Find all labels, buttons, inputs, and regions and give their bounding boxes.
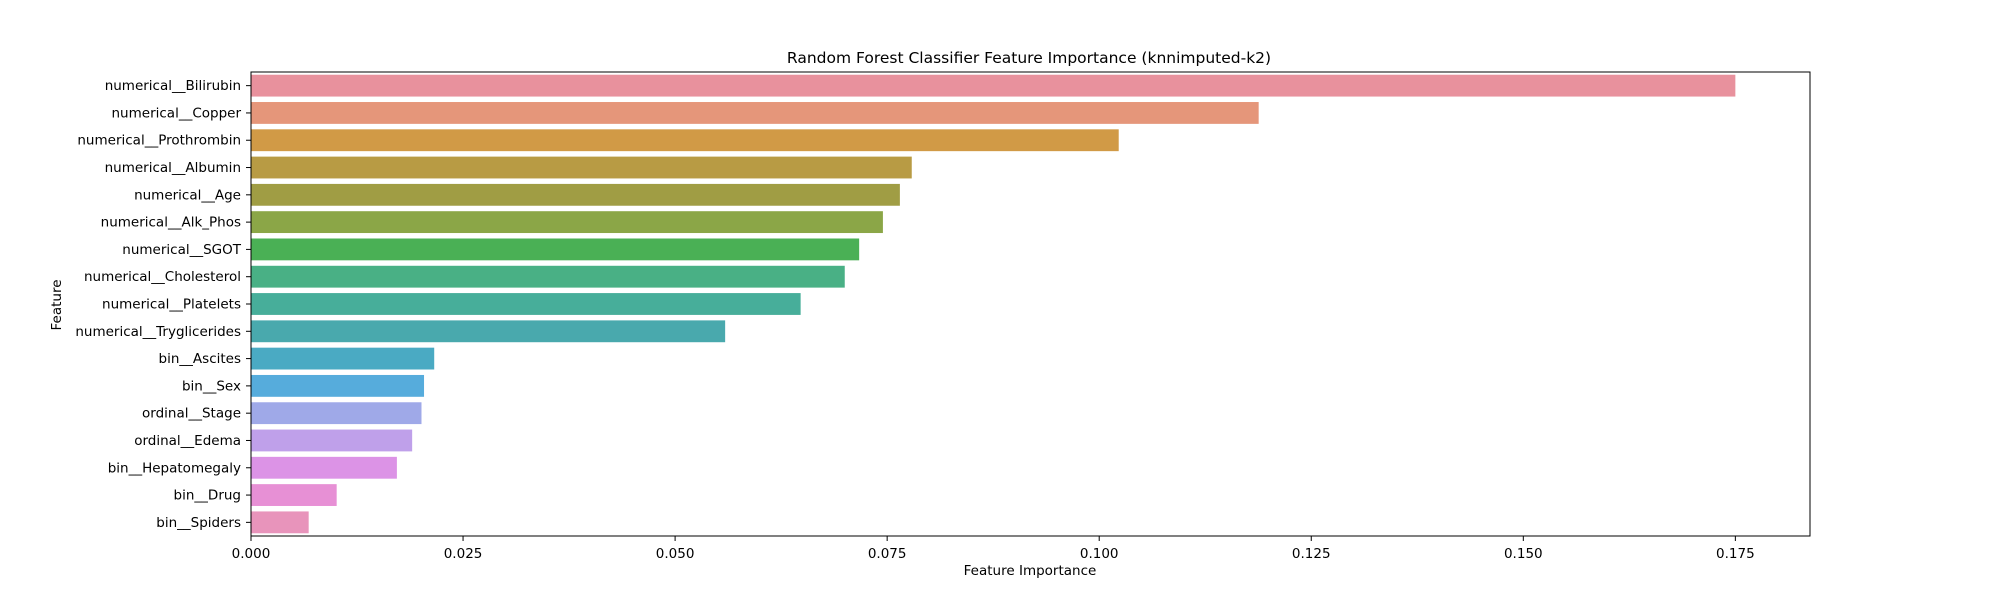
bars-layer <box>251 74 1736 534</box>
y-tick-label-6: numerical__SGOT <box>122 242 241 258</box>
bar-4 <box>251 183 900 206</box>
bar-5 <box>251 211 883 234</box>
y-tick-label-7: numerical__Cholesterol <box>84 269 241 285</box>
x-tick-label-3: 0.075 <box>868 546 907 562</box>
x-tick-label-6: 0.150 <box>1504 546 1543 562</box>
x-tick-label-1: 0.025 <box>444 546 483 562</box>
bar-8 <box>251 293 801 315</box>
y-tick-label-8: numerical__Platelets <box>102 297 241 313</box>
bar-15 <box>251 484 337 506</box>
x-tick-label-7: 0.175 <box>1716 546 1755 562</box>
bar-2 <box>251 129 1119 152</box>
bar-10 <box>251 347 435 370</box>
x-tick-label-4: 0.100 <box>1080 546 1119 562</box>
bar-7 <box>251 265 845 288</box>
bar-12 <box>251 402 422 425</box>
x-tick-label-0: 0.000 <box>232 546 271 562</box>
y-tick-label-0: numerical__Bilirubin <box>105 78 241 94</box>
bar-11 <box>251 374 425 397</box>
x-tick-label-2: 0.050 <box>656 546 695 562</box>
y-tick-label-1: numerical__Copper <box>112 105 242 121</box>
chart-title: Random Forest Classifier Feature Importa… <box>787 49 1271 67</box>
y-tick-label-5: numerical__Alk_Phos <box>101 215 241 231</box>
y-tick-layer: numerical__Bilirubin numerical__Coppernum… <box>75 78 251 531</box>
y-axis-label: Feature <box>49 279 65 330</box>
bar-14 <box>251 456 397 479</box>
y-tick-label-11: bin__Sex <box>182 378 241 394</box>
y-tick-label-13: ordinal__Edema <box>134 433 241 449</box>
bar-3 <box>251 156 912 179</box>
y-tick-label-15: bin__Drug <box>174 488 241 504</box>
y-tick-label-10: bin__Ascites <box>159 351 241 367</box>
bar-1 <box>251 102 1259 124</box>
x-axis-label: Feature Importance <box>964 563 1097 579</box>
y-tick-label-2: numerical__Prothrombin <box>77 133 241 149</box>
bar-9 <box>251 320 726 343</box>
bar-13 <box>251 429 413 452</box>
y-tick-label-12: ordinal__Stage <box>142 406 241 422</box>
plot-area-frame <box>250 71 1811 537</box>
bar-6 <box>251 238 860 261</box>
y-tick-label-3: numerical__Albumin <box>105 160 241 176</box>
x-tick-layer: 0.000 0.025 0.050 0.075 0.100 0.125 0.150 0.175 <box>232 536 1755 562</box>
y-tick-label-4: numerical__Age <box>134 187 241 203</box>
y-tick-label-9: numerical__Tryglicerides <box>75 324 241 340</box>
y-tick-label-14: bin__Hepatomegaly <box>108 460 241 476</box>
y-tick-label-16: bin__Spiders <box>156 515 241 531</box>
bar-16 <box>251 511 309 534</box>
x-tick-label-5: 0.125 <box>1292 546 1331 562</box>
bar-0 <box>251 74 1736 97</box>
